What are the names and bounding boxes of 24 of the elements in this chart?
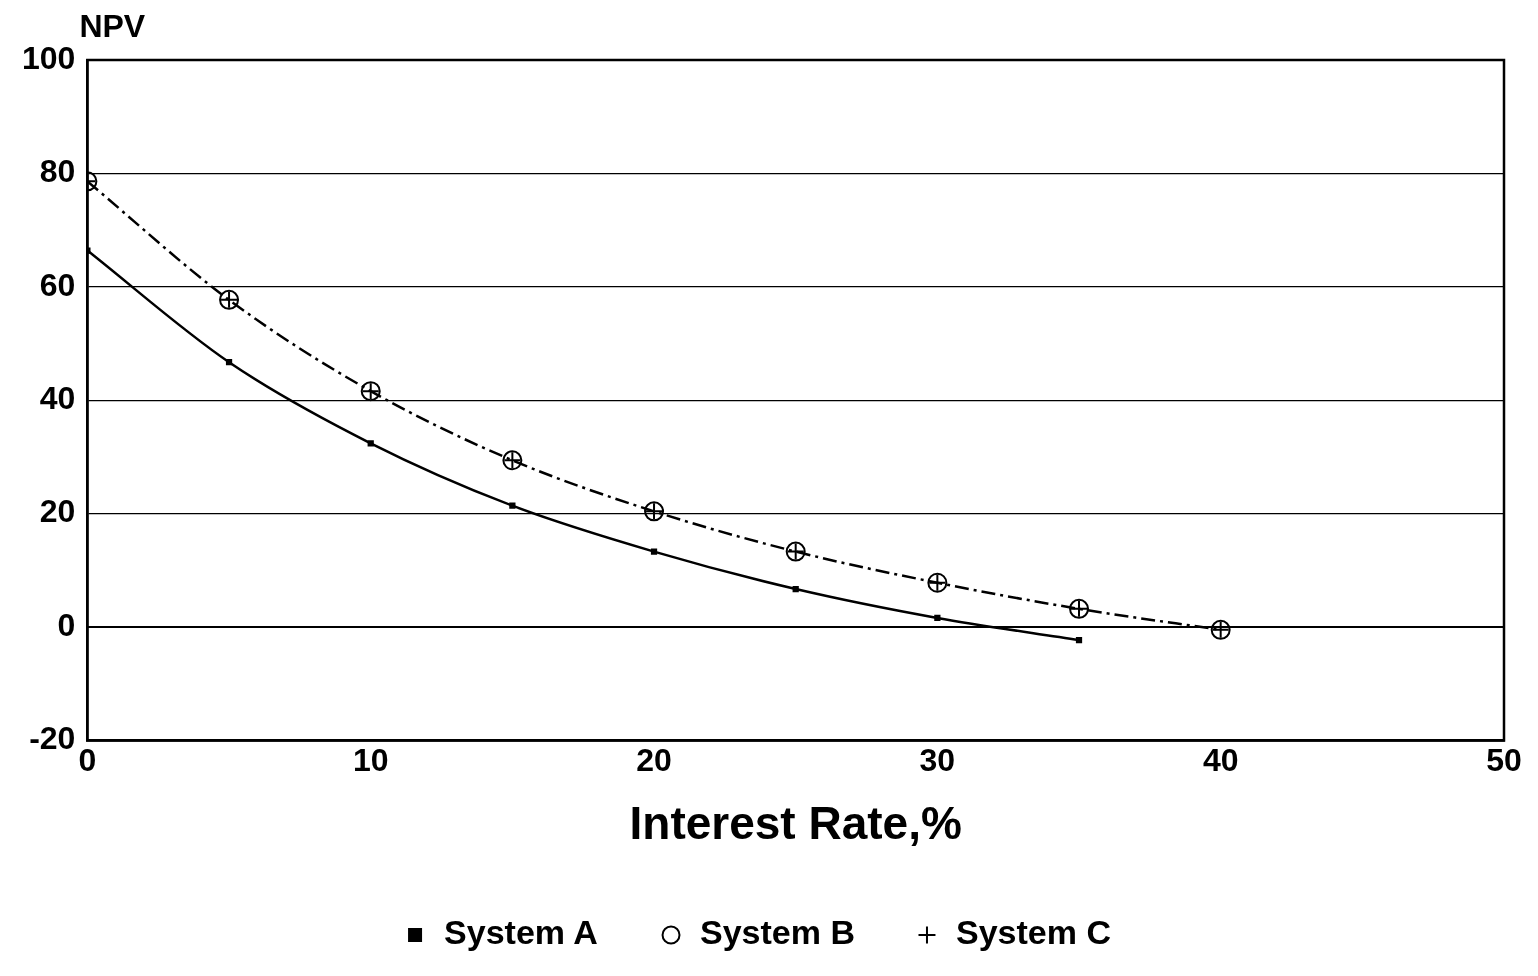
y-tick-label: 60 xyxy=(39,266,76,303)
x-tick-label: 50 xyxy=(1486,742,1522,779)
x-tick-label: 20 xyxy=(636,742,672,779)
x-tick-label: 10 xyxy=(352,742,389,779)
x-tick-label: 40 xyxy=(1202,742,1239,779)
legend-label: System C xyxy=(955,913,1111,952)
legend-label: System A xyxy=(444,913,598,952)
point xyxy=(1075,636,1083,644)
y-tick-label: 20 xyxy=(39,493,76,530)
point xyxy=(225,359,233,366)
point xyxy=(367,440,374,447)
point xyxy=(792,585,799,593)
y-tick-label: 100 xyxy=(22,39,76,76)
y-tick-label: -20 xyxy=(29,720,76,757)
point xyxy=(509,502,516,509)
y-tick-label: 80 xyxy=(39,153,76,190)
point xyxy=(650,548,658,555)
x-axis-title: Interest Rate,% xyxy=(629,797,962,850)
point xyxy=(934,614,941,622)
x-tick-label: 30 xyxy=(919,742,956,779)
y-axis-title: NPV xyxy=(79,7,146,44)
legend-label: System B xyxy=(700,913,855,952)
y-tick-label: 40 xyxy=(39,380,76,417)
y-tick-label: 0 xyxy=(57,606,76,643)
